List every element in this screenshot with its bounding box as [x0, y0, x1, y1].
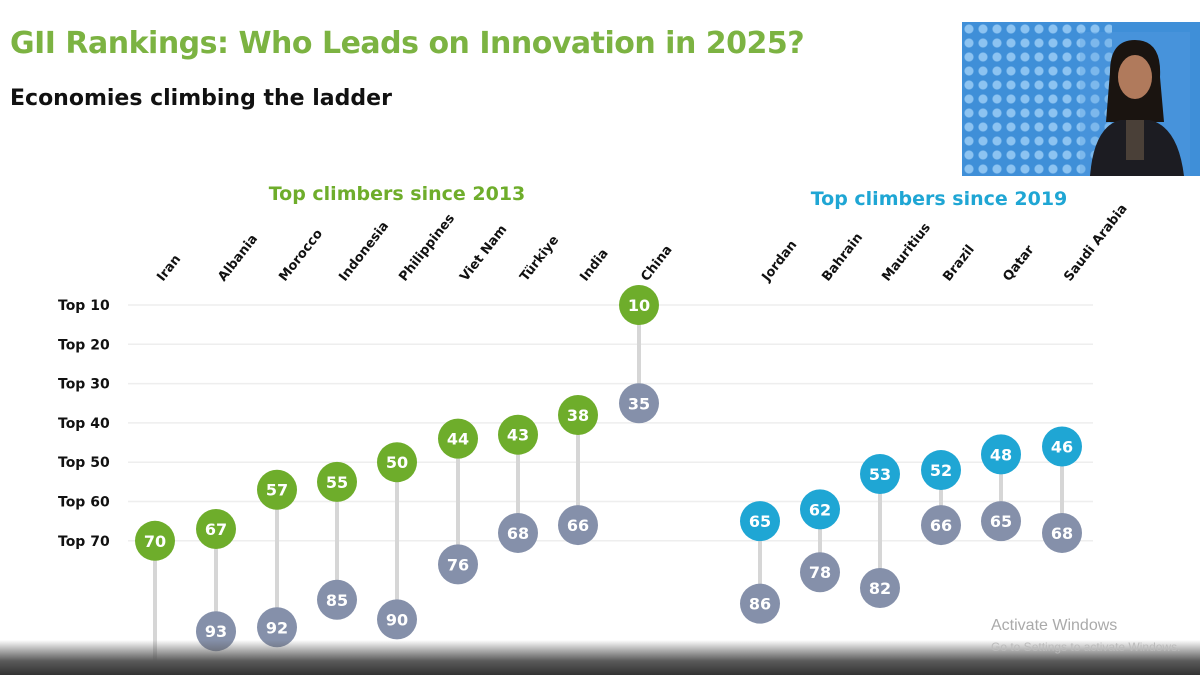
earlier-rank-dot: [558, 505, 598, 546]
current-rank-label: 46: [1051, 437, 1073, 456]
earlier-rank-label: 82: [869, 579, 891, 598]
category-label: India: [577, 246, 611, 284]
category-label: Saudi Arabia: [1061, 202, 1130, 285]
earlier-rank-dot: [860, 567, 900, 608]
current-rank-dot: [921, 450, 961, 491]
page-subtitle: Economies climbing the ladder: [10, 86, 392, 111]
earlier-rank-dot: [438, 544, 478, 585]
category-label: China: [638, 243, 675, 285]
activate-windows-watermark: Activate Windows: [991, 617, 1118, 634]
earlier-rank-label: 86: [749, 595, 771, 614]
current-rank-label: 70: [144, 532, 166, 551]
y-tick-label: Top 40: [58, 416, 110, 432]
current-rank-label: 62: [809, 500, 831, 519]
current-rank-dot: [257, 469, 297, 510]
earlier-rank-label: 76: [447, 555, 469, 574]
category-label: Iran: [154, 252, 184, 284]
current-rank-label: 43: [507, 426, 529, 445]
earlier-rank-label: 35: [628, 394, 650, 413]
current-rank-label: 52: [930, 461, 952, 480]
current-rank-dot: [317, 461, 357, 502]
earlier-rank-dot: [1042, 512, 1082, 553]
current-rank-dot: [1042, 426, 1082, 467]
y-tick-label: Top 10: [58, 298, 110, 314]
earlier-rank-dot: [377, 599, 417, 640]
current-rank-dot: [981, 434, 1021, 475]
category-label: Qatar: [1000, 242, 1038, 284]
earlier-rank-label: 90: [386, 610, 408, 629]
category-label: Türkiye: [517, 233, 562, 285]
earlier-rank-label: 66: [567, 516, 589, 535]
y-tick-label: Top 70: [58, 534, 110, 550]
current-rank-dot: [377, 442, 417, 483]
current-rank-label: 50: [386, 453, 408, 472]
category-label: Mauritius: [879, 220, 934, 284]
current-rank-label: 65: [749, 512, 771, 531]
current-rank-dot: [740, 501, 780, 542]
activate-windows-hint: Go to Settings to activate Windows.: [991, 640, 1181, 654]
category-label: Viet Nam: [457, 222, 510, 284]
earlier-rank-label: 68: [507, 524, 529, 543]
current-rank-label: 57: [266, 481, 288, 500]
background-pattern: [962, 22, 1112, 176]
current-rank-label: 55: [326, 473, 348, 492]
earlier-rank-label: 93: [205, 622, 227, 641]
current-rank-dot: [860, 453, 900, 494]
earlier-rank-label: 78: [809, 563, 831, 582]
current-rank-label: 53: [869, 465, 891, 484]
earlier-rank-label: 65: [990, 512, 1012, 531]
y-tick-label: Top 50: [58, 455, 110, 471]
current-rank-label: 67: [205, 520, 227, 539]
current-rank-dot: [619, 285, 659, 325]
current-rank-label: 38: [567, 406, 589, 425]
group-title: Top climbers since 2013: [269, 183, 526, 205]
earlier-rank-label: 68: [1051, 524, 1073, 543]
current-rank-dot: [438, 418, 478, 459]
page-title: GII Rankings: Who Leads on Innovation in…: [10, 26, 805, 61]
current-rank-dot: [800, 489, 840, 530]
category-label: Jordan: [759, 238, 801, 285]
earlier-rank-dot: [740, 583, 780, 624]
earlier-rank-dot: [257, 607, 297, 648]
category-label: Morocco: [276, 227, 326, 285]
category-label: Brazil: [940, 242, 977, 284]
earlier-rank-label: 66: [930, 516, 952, 535]
category-label: Philippines: [396, 211, 458, 284]
category-label: Indonesia: [336, 219, 392, 284]
video-controls-bar: [0, 640, 1200, 675]
y-tick-label: Top 60: [58, 495, 110, 511]
current-rank-dot: [558, 395, 598, 436]
presenter-video: [1080, 32, 1190, 176]
category-label: Bahrain: [819, 230, 866, 284]
earlier-rank-dot: [619, 383, 659, 424]
current-rank-dot: [135, 520, 175, 561]
current-rank-dot: [498, 414, 538, 455]
earlier-rank-dot: [498, 512, 538, 553]
earlier-rank-dot: [981, 501, 1021, 542]
current-rank-label: 48: [990, 445, 1012, 464]
earlier-rank-dot: [921, 505, 961, 546]
group-title: Top climbers since 2019: [811, 188, 1068, 210]
y-tick-label: Top 20: [58, 337, 110, 353]
category-label: Albania: [215, 232, 261, 285]
earlier-rank-label: 92: [266, 618, 288, 637]
earlier-rank-dot: [800, 552, 840, 593]
webcam-overlay: [962, 22, 1200, 176]
earlier-rank-label: 85: [326, 591, 348, 610]
current-rank-label: 44: [447, 430, 469, 449]
y-tick-label: Top 30: [58, 377, 110, 393]
current-rank-dot: [196, 509, 236, 550]
earlier-rank-dot: [317, 579, 357, 620]
current-rank-label: 10: [628, 296, 650, 315]
